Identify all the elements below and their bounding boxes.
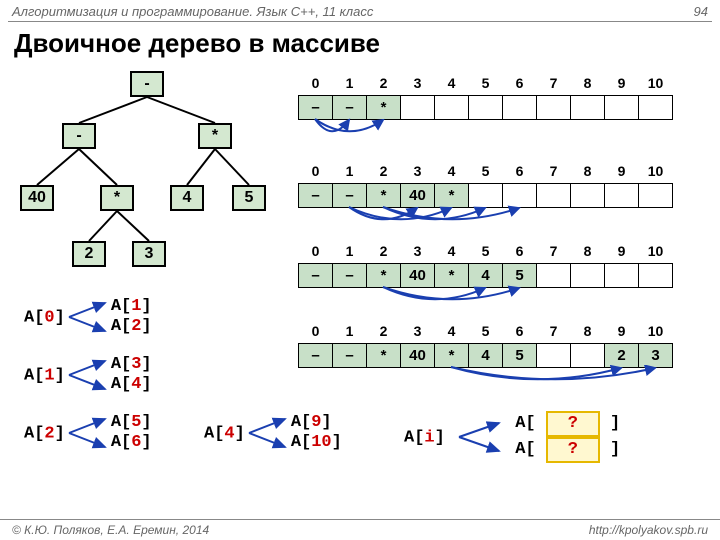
question-box: ? (546, 411, 600, 437)
map-rhs: A[3]A[4] (111, 355, 152, 395)
array-table: 012345678910––*40*4523 (298, 319, 673, 368)
main: - - * 40 * 4 5 23 012345678910––* 012345678910––… (0, 63, 720, 503)
map-row: A[1] A[3]A[4] (24, 353, 152, 397)
array-arrows (298, 205, 688, 235)
map-lhs: A[0] (24, 308, 65, 327)
tree-node: 4 (170, 185, 204, 211)
page-title: Двоичное дерево в массиве (0, 22, 720, 63)
map-rhs: A[5]A[6] (111, 413, 152, 453)
array-arrows (298, 117, 688, 147)
map-rhs: A[ ? ] A[ ? ] (515, 411, 620, 463)
map-generic: A[i] A[ ? ] A[ ? ] (404, 411, 620, 463)
array-arrows (298, 365, 688, 395)
footer: © К.Ю. Поляков, Е.А. Еремин, 2014 http:/… (0, 519, 720, 540)
tree-node: 40 (20, 185, 54, 211)
page-number: 94 (694, 4, 708, 19)
tree-node: 3 (132, 241, 166, 267)
map-row: A[4] A[9]A[10] (204, 411, 342, 455)
map-rhs: A[1]A[2] (111, 297, 152, 337)
map-lhs: A[2] (24, 424, 65, 443)
map-arrow-icon (65, 353, 111, 397)
map-lhs: A[4] (204, 424, 245, 443)
tree-node: - (62, 123, 96, 149)
tree-node: * (198, 123, 232, 149)
array-table: 012345678910––* (298, 71, 673, 120)
footer-right: http://kpolyakov.spb.ru (589, 523, 708, 537)
map-arrow-icon (455, 415, 505, 459)
tree-node: 2 (72, 241, 106, 267)
tree-node: 5 (232, 185, 266, 211)
map-lhs: A[1] (24, 366, 65, 385)
array-table: 012345678910––*40* (298, 159, 673, 208)
map-arrow-icon (65, 295, 111, 339)
array-table: 012345678910––*40*45 (298, 239, 673, 288)
footer-left: © К.Ю. Поляков, Е.А. Еремин, 2014 (12, 523, 209, 537)
map-row: A[0] A[1]A[2] (24, 295, 152, 339)
map-lhs: A[i] (404, 428, 445, 447)
tree-node: * (100, 185, 134, 211)
tree-node: - (130, 71, 164, 97)
question-box: ? (546, 437, 600, 463)
header: Алгоритмизация и программирование. Язык … (0, 0, 720, 21)
map-rhs: A[9]A[10] (291, 413, 342, 453)
header-left: Алгоритмизация и программирование. Язык … (12, 4, 373, 19)
array-arrows (298, 285, 688, 315)
map-arrow-icon (245, 411, 291, 455)
map-row: A[2] A[5]A[6] (24, 411, 152, 455)
map-arrow-icon (65, 411, 111, 455)
